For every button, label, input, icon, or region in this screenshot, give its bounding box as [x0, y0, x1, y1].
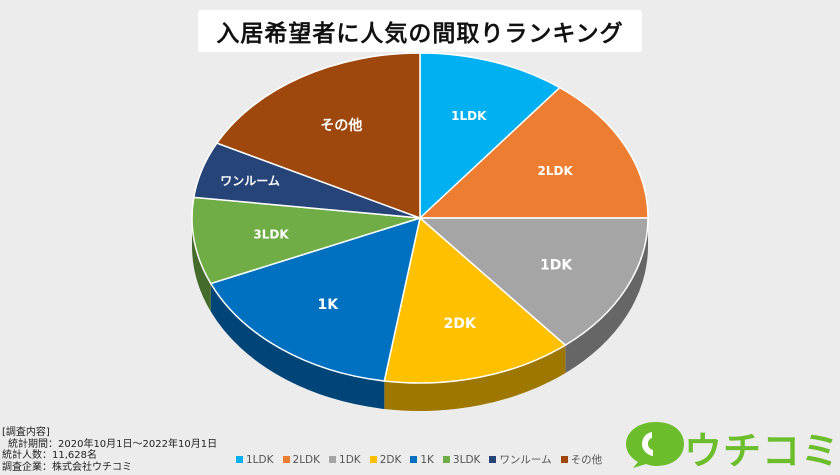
legend-item-その他: その他: [560, 452, 603, 467]
pie-sides: [192, 218, 648, 411]
pie-label-ワンルーム: ワンルーム: [220, 174, 280, 188]
pie-top: [191, 52, 649, 384]
survey-heading: [調査内容]: [2, 427, 50, 438]
survey-company: 調査企業：株式会社ウチコミ: [2, 461, 132, 473]
legend-swatch: [236, 456, 243, 463]
pie-side-1K: [210, 283, 385, 409]
legend-label: 1LDK: [246, 453, 274, 466]
logo: ウチコミ!: [622, 418, 840, 473]
legend-label: その他: [570, 454, 603, 466]
legend-swatch: [282, 456, 290, 463]
pie-labels: 1LDK 2LDK 1DK 2DK 1K 3LDK ワンルーム その他: [220, 109, 573, 332]
legend-swatch: [329, 456, 337, 463]
legend-swatch: [442, 456, 450, 463]
legend-item-2DK: 2DK: [369, 452, 402, 467]
pie-label-1LDK: 1LDK: [451, 109, 487, 123]
legend-swatch: [410, 456, 418, 463]
page-title: 入居希望者に人気の間取りランキング: [198, 10, 642, 52]
logo-text: ウチコミ!: [684, 429, 840, 473]
legend-item-2LDK: 2LDK: [282, 452, 321, 467]
pie-slice-1LDK: [419, 52, 562, 220]
survey-period: 統計期間：2020年10月1日～2022年10月1日: [8, 438, 218, 450]
legend-label: 3LDK: [452, 453, 481, 466]
legend-label: 1K: [420, 453, 434, 466]
pie-label-2DK: 2DK: [444, 316, 477, 332]
legend-item-1LDK: 1LDK: [236, 452, 274, 467]
legend-item-ワンルーム: ワンルーム: [489, 452, 552, 467]
pie-slice-その他: [215, 52, 421, 220]
legend-item-3LDK: 3LDK: [442, 452, 481, 467]
pie-side-2DK: [384, 345, 566, 411]
pie-label-1K: 1K: [317, 297, 339, 313]
survey-info: [調査内容] 統計期間：2020年10月1日～2022年10月1日 統計人数：1…: [2, 427, 217, 473]
legend-label: 1DK: [339, 453, 361, 466]
pie-slice-3LDK: [191, 196, 421, 285]
legend-item-1K: 1K: [410, 452, 434, 467]
pie-label-その他: その他: [320, 117, 362, 134]
legend-item-1DK: 1DK: [329, 452, 361, 467]
pie-slice-2DK: [383, 216, 567, 384]
speech-bubble-icon: [626, 422, 684, 468]
chart-legend: 1LDK 2LDK 1DK 2DK 1K 3LDK ワンルーム その他: [236, 452, 602, 467]
legend-label: ワンルーム: [499, 454, 552, 466]
legend-label: 2LDK: [292, 453, 321, 466]
pie-label-2LDK: 2LDK: [538, 164, 574, 178]
pie-slice-1K: [209, 216, 422, 382]
pie-label-1DK: 1DK: [540, 257, 573, 273]
pie-slice-1DK: [418, 217, 649, 347]
legend-swatch: [489, 456, 497, 463]
pie-label-3LDK: 3LDK: [253, 227, 289, 241]
survey-count: 統計人数：11,628名: [2, 450, 97, 461]
legend-swatch: [560, 456, 568, 463]
pie-side-3LDK: [192, 218, 211, 312]
pie-side-1DK: [565, 218, 648, 374]
legend-label: 2DK: [379, 453, 402, 466]
legend-swatch: [369, 456, 377, 463]
pie-slice-2LDK: [418, 86, 649, 219]
